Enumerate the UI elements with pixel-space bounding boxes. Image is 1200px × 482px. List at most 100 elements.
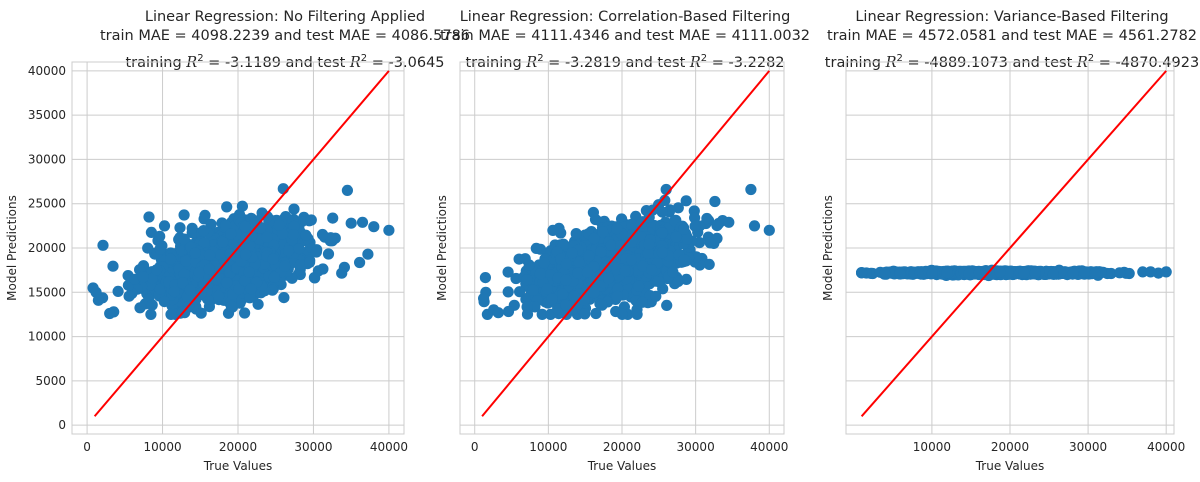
data-point [354, 256, 366, 269]
data-point [267, 253, 279, 265]
data-point [667, 266, 679, 278]
data-point [678, 254, 690, 266]
data-point [502, 286, 514, 298]
data-point [123, 290, 135, 302]
data-point [502, 305, 515, 318]
data-point [941, 266, 953, 279]
data-point [142, 242, 154, 254]
data-point [637, 260, 649, 272]
data-point [670, 231, 682, 243]
data-point [478, 292, 490, 305]
data-point [529, 301, 541, 313]
y-tick-label: 0 [58, 418, 66, 432]
data-point [541, 283, 554, 295]
data-point [217, 236, 229, 248]
data-point [546, 293, 558, 305]
data-point [198, 225, 210, 237]
data-point [615, 240, 627, 252]
data-point [287, 229, 300, 241]
data-point [661, 299, 673, 311]
y-tick-label: 15000 [28, 285, 66, 299]
y-tick-label: 25000 [28, 197, 66, 211]
x-tick-label: 30000 [294, 440, 332, 454]
data-point [994, 266, 1006, 278]
data-point [327, 212, 339, 224]
data-point [1047, 268, 1059, 280]
data-point [203, 263, 215, 275]
data-point [1079, 266, 1091, 278]
data-point [239, 307, 251, 319]
data-point [276, 228, 289, 240]
panel-2-mae-line: train MAE = 4111.4346 and test MAE = 411… [439, 28, 811, 44]
data-point [1145, 266, 1157, 278]
data-point [595, 246, 607, 258]
data-point [560, 258, 573, 270]
panel-1-title: Linear Regression: No Filtering Applied … [40, 8, 530, 73]
data-point [701, 212, 713, 225]
data-point [619, 265, 632, 277]
y-tick-label: 20000 [28, 241, 66, 255]
data-point [680, 195, 692, 207]
x-tick-label: 20000 [991, 440, 1029, 454]
y-tick-label: 35000 [28, 108, 66, 122]
data-point [633, 280, 645, 292]
data-point [146, 272, 158, 285]
data-point [521, 274, 533, 286]
data-point [273, 219, 285, 231]
data-point [383, 224, 395, 236]
data-point [590, 307, 602, 320]
data-point [261, 231, 273, 243]
data-point [151, 264, 163, 276]
x-tick-label: 40000 [1147, 440, 1185, 454]
data-point [233, 283, 245, 295]
data-point [316, 228, 329, 241]
data-point [596, 299, 608, 311]
data-point [293, 243, 305, 255]
data-point [1114, 267, 1126, 279]
data-point [268, 271, 280, 283]
scatter-points [87, 183, 395, 320]
x-tick-label: 20000 [603, 440, 641, 454]
reference-line [860, 70, 1167, 417]
data-point [225, 300, 237, 313]
data-point [611, 263, 623, 276]
data-point [656, 246, 669, 259]
data-point [243, 266, 255, 278]
data-point [1029, 267, 1041, 279]
data-point [894, 268, 906, 280]
data-point [723, 216, 735, 228]
data-point [588, 286, 600, 299]
panel-1-mae-line: train MAE = 4098.2239 and test MAE = 408… [99, 28, 471, 44]
data-point [479, 272, 491, 284]
data-point [168, 286, 180, 298]
data-point [244, 292, 256, 304]
axes-frame [71, 61, 405, 435]
data-point [178, 268, 190, 280]
data-point [137, 271, 149, 283]
data-point [530, 242, 542, 254]
axes-frame [845, 61, 1175, 435]
data-point [356, 216, 369, 228]
data-point [145, 308, 157, 320]
data-point [1123, 267, 1135, 280]
data-point [177, 277, 189, 289]
scatter-points [478, 183, 775, 320]
data-point [656, 227, 668, 239]
data-point [220, 220, 232, 232]
reference-line [93, 70, 390, 417]
data-point [631, 308, 643, 320]
data-point [560, 274, 572, 286]
data-point [678, 223, 690, 235]
x-tick-label: 10000 [913, 440, 951, 454]
data-point [502, 266, 514, 278]
data-point [588, 232, 600, 245]
scatter-points [856, 264, 1172, 282]
data-point [626, 218, 638, 230]
x-axis-label: True Values [975, 459, 1045, 473]
x-tick-label: 0 [83, 440, 91, 454]
x-tick-label: 30000 [1069, 440, 1107, 454]
data-point [336, 267, 348, 279]
data-point [175, 245, 187, 258]
data-point [310, 246, 322, 258]
